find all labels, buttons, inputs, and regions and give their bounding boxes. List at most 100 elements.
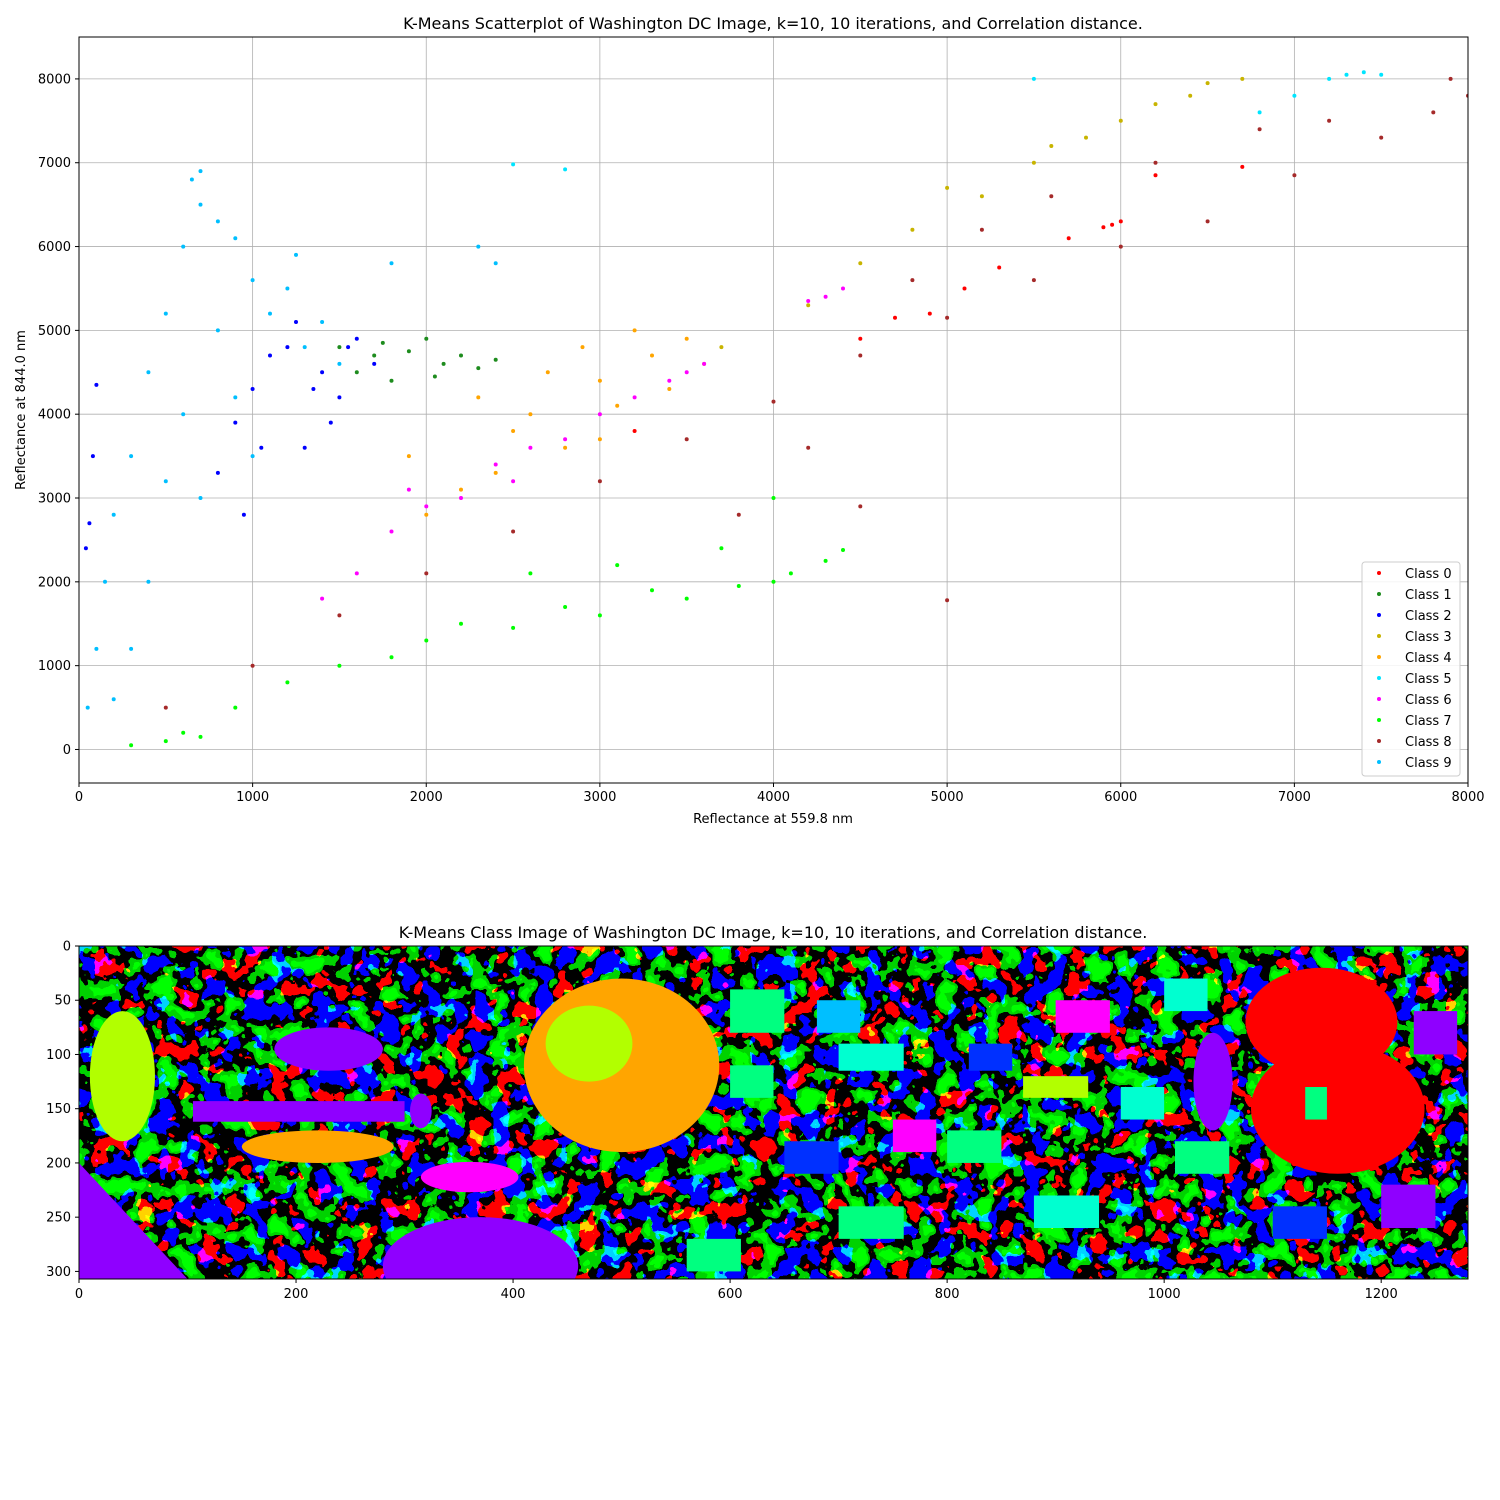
x-tick-label: 8000 xyxy=(1451,790,1484,805)
data-point xyxy=(94,382,99,387)
legend-marker xyxy=(1377,718,1381,722)
building-block xyxy=(816,1000,861,1033)
building-block xyxy=(730,989,785,1033)
image-x-tick-label: 0 xyxy=(75,1287,83,1302)
data-point xyxy=(233,420,238,425)
data-point xyxy=(337,345,342,350)
data-point xyxy=(389,378,394,383)
data-point xyxy=(528,445,533,450)
data-point xyxy=(1084,135,1088,140)
water-region xyxy=(79,1162,188,1279)
data-point xyxy=(459,621,463,626)
data-point xyxy=(1379,72,1384,77)
building-block xyxy=(838,1043,904,1071)
data-point xyxy=(337,613,342,618)
grass-region xyxy=(241,1130,394,1163)
data-point xyxy=(424,336,429,341)
data-point xyxy=(858,504,863,509)
data-point xyxy=(215,470,220,475)
series-8 xyxy=(163,76,1468,710)
x-tick-label: 1000 xyxy=(236,790,269,805)
legend-marker xyxy=(1377,676,1381,680)
data-point xyxy=(788,571,793,576)
data-point xyxy=(597,412,602,417)
data-point xyxy=(337,361,342,366)
data-point xyxy=(528,571,533,576)
image-y-tick-label: 50 xyxy=(54,994,71,1009)
data-point xyxy=(233,395,238,400)
data-point xyxy=(597,613,602,618)
data-point xyxy=(83,546,88,551)
x-tick-label: 2000 xyxy=(410,790,443,805)
series-0 xyxy=(632,164,1245,433)
data-point xyxy=(146,579,151,584)
data-point xyxy=(259,445,264,450)
data-point xyxy=(650,588,654,593)
data-point xyxy=(181,412,186,417)
data-point xyxy=(806,303,811,308)
legend-marker xyxy=(1377,571,1381,575)
data-point xyxy=(719,546,724,551)
data-point xyxy=(94,646,99,651)
scatter-chart: K-Means Scatterplot of Washington DC Ima… xyxy=(14,14,1485,827)
data-point xyxy=(667,387,672,391)
data-point xyxy=(1327,76,1332,81)
data-point xyxy=(1153,160,1158,165)
scatter-y-axis: 0 1000 2000 3000 4000 5000 6000 7000 8000 xyxy=(38,72,79,758)
data-point xyxy=(563,445,568,450)
data-point xyxy=(997,265,1002,270)
series-1 xyxy=(337,336,498,383)
data-point xyxy=(962,286,967,291)
data-point xyxy=(493,261,498,266)
data-point xyxy=(632,395,637,400)
water-region xyxy=(1193,1032,1233,1131)
series-4 xyxy=(406,328,707,517)
data-point xyxy=(250,278,255,283)
building-block xyxy=(686,1238,741,1272)
legend-label: Class 0 xyxy=(1405,567,1452,582)
data-point xyxy=(1049,144,1054,148)
data-point xyxy=(771,579,776,584)
legend-label: Class 9 xyxy=(1405,756,1452,771)
y-tick-label: 0 xyxy=(63,743,71,758)
data-point xyxy=(389,261,394,266)
data-point xyxy=(1448,76,1453,81)
data-point xyxy=(129,646,134,651)
data-point xyxy=(580,345,585,350)
data-point xyxy=(320,596,325,601)
data-point xyxy=(806,299,811,303)
data-point xyxy=(87,521,92,526)
data-point xyxy=(979,194,984,199)
data-point xyxy=(979,227,984,232)
data-point xyxy=(476,366,481,371)
legend-marker xyxy=(1377,592,1381,596)
data-point xyxy=(302,345,307,350)
red-region xyxy=(1250,1043,1425,1174)
data-point xyxy=(1240,76,1245,81)
water-region xyxy=(409,1093,432,1129)
data-point xyxy=(337,663,342,668)
data-point xyxy=(945,315,950,320)
data-point xyxy=(1344,72,1349,77)
scatter-points xyxy=(83,70,1468,748)
data-point xyxy=(615,403,620,408)
data-point xyxy=(1049,194,1054,199)
data-point xyxy=(563,167,568,172)
data-point xyxy=(1431,110,1436,115)
data-point xyxy=(250,663,255,668)
data-point xyxy=(215,219,220,224)
data-point xyxy=(597,479,602,484)
data-point xyxy=(215,328,220,333)
data-point xyxy=(719,345,724,350)
data-point xyxy=(511,479,516,484)
water-region xyxy=(420,1161,519,1193)
data-point xyxy=(337,395,342,400)
data-point xyxy=(285,286,290,291)
data-point xyxy=(233,705,238,710)
x-tick-label: 7000 xyxy=(1278,790,1311,805)
data-point xyxy=(146,370,151,375)
class-image-features xyxy=(79,967,1458,1279)
class-image-title: K-Means Class Image of Washington DC Ima… xyxy=(399,923,1148,942)
data-point xyxy=(1327,118,1332,123)
building-block xyxy=(1033,1195,1100,1229)
